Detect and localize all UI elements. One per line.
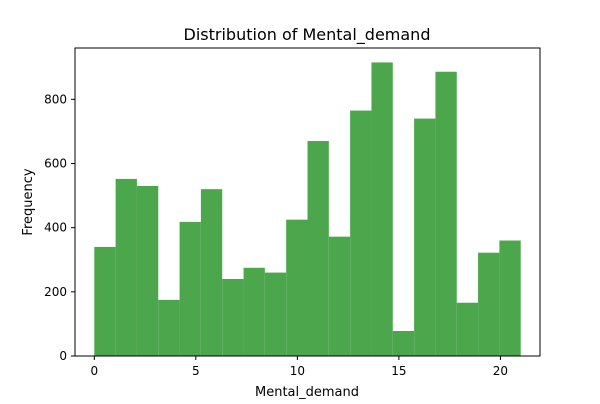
histogram-bar — [350, 110, 372, 356]
x-tick-label: 5 — [192, 364, 200, 378]
histogram-bar — [222, 279, 244, 356]
y-tick-label: 400 — [44, 221, 67, 235]
bars-group — [94, 62, 521, 357]
histogram-bar — [179, 221, 201, 356]
x-axis-label: Mental_demand — [255, 385, 359, 400]
y-tick-label: 600 — [44, 157, 67, 171]
plot-area-frame — [74, 47, 541, 357]
histogram-bar — [264, 272, 287, 356]
histogram-bar — [392, 330, 415, 356]
histogram-bar — [414, 118, 436, 356]
chart-title: Distribution of Mental_demand — [184, 25, 431, 45]
histogram-bar — [136, 185, 159, 356]
x-tick-label: 0 — [90, 364, 98, 378]
y-tick-label: 0 — [59, 349, 67, 363]
histogram-bar — [115, 178, 137, 356]
x-tick-label: 20 — [493, 364, 508, 378]
y-tick-label: 200 — [44, 285, 67, 299]
x-tick-label: 10 — [290, 364, 305, 378]
histogram-bar — [371, 62, 393, 356]
y-tick-label: 800 — [44, 92, 67, 106]
histogram-bar — [243, 267, 265, 356]
histogram-bar — [94, 246, 116, 356]
histogram-bar — [286, 219, 308, 356]
histogram-bar — [200, 189, 223, 356]
histogram-bar — [435, 71, 457, 357]
x-tick-label: 15 — [391, 364, 406, 378]
histogram-bar — [499, 240, 521, 356]
histogram-bar — [307, 141, 329, 356]
histogram-bar — [478, 252, 500, 356]
histogram-bar — [328, 236, 351, 356]
y-axis-label: Frequency — [21, 168, 36, 235]
x-axis-ticks: 0 5 10 15 20 — [90, 356, 508, 378]
y-axis-ticks: 0 200 400 600 800 — [44, 92, 75, 363]
histogram-bar — [158, 299, 180, 356]
histogram-bar — [456, 302, 479, 356]
